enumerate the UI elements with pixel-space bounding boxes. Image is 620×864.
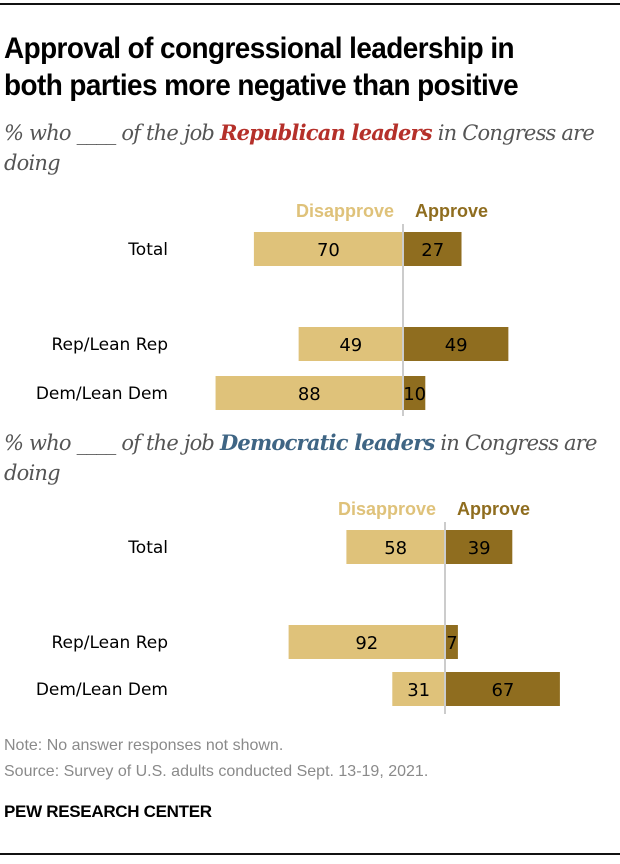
subtitle-after: in Congress are doing xyxy=(4,121,595,175)
bar-approve xyxy=(446,672,560,706)
footer-source: Source: Survey of U.S. adults conducted … xyxy=(4,763,429,780)
chart-democratic-leaders: Disapprove Approve Total 58 39 Rep/Lean Rep 92… xyxy=(0,488,620,718)
data-label-approve: 7 xyxy=(446,633,457,654)
category-label: Rep/Lean Rep xyxy=(51,335,168,355)
bar-disapprove xyxy=(215,376,403,410)
bar-approve xyxy=(404,327,509,361)
chart-title: Approval of congressional leadership in … xyxy=(4,32,519,102)
subtitle-after: in Congress are doing xyxy=(4,431,597,485)
chart-republican-leaders: Disapprove Approve Total 70 27 Rep/Lean Rep 49… xyxy=(0,190,620,420)
category-label: Total xyxy=(127,240,168,260)
data-label-approve: 39 xyxy=(468,538,491,559)
bar-approve xyxy=(446,625,458,659)
data-label-disapprove: 49 xyxy=(339,335,362,356)
data-label-approve: 10 xyxy=(403,384,426,405)
bar-disapprove xyxy=(298,327,403,361)
bottom-rule xyxy=(0,853,620,855)
category-label: Rep/Lean Rep xyxy=(51,633,168,653)
subtitle-republican: % who ____ of the job Republican leaders… xyxy=(4,118,616,178)
data-label-disapprove: 88 xyxy=(298,384,321,405)
subtitle-highlight-democratic: Democratic leaders xyxy=(219,430,435,455)
data-label-approve: 27 xyxy=(421,240,444,261)
category-label: Dem/Lean Dem xyxy=(36,384,168,404)
subtitle-democratic: % who ____ of the job Democratic leaders… xyxy=(4,428,616,488)
bar-approve xyxy=(446,530,513,564)
category-label: Total xyxy=(127,538,168,558)
subtitle-before: % who ____ of the job xyxy=(4,431,220,455)
bar-disapprove xyxy=(253,232,403,266)
bar-approve xyxy=(404,376,426,410)
footer-note: Note: No answer responses not shown. xyxy=(4,737,284,754)
legend-disapprove: Disapprove xyxy=(338,499,436,519)
data-label-disapprove: 58 xyxy=(384,538,407,559)
subtitle-highlight-republican: Republican leaders xyxy=(219,120,433,145)
legend-approve: Approve xyxy=(457,499,530,519)
data-label-disapprove: 70 xyxy=(317,240,340,261)
top-rule xyxy=(0,3,620,5)
data-label-disapprove: 92 xyxy=(355,633,378,654)
chart-svg-republican: Disapprove Approve Total 70 27 Rep/Lean Rep 49… xyxy=(36,201,509,416)
bar-disapprove xyxy=(392,672,445,706)
brand-label: PEW RESEARCH CENTER xyxy=(4,802,212,821)
legend-approve: Approve xyxy=(415,201,488,221)
data-label-approve: 67 xyxy=(491,680,514,701)
bar-disapprove xyxy=(288,625,445,659)
bar-disapprove xyxy=(346,530,445,564)
category-label: Dem/Lean Dem xyxy=(36,680,168,700)
bar-approve xyxy=(404,232,462,266)
data-label-disapprove: 31 xyxy=(407,680,430,701)
subtitle-before: % who ____ of the job xyxy=(4,121,220,145)
legend-disapprove: Disapprove xyxy=(296,201,394,221)
chart-svg-democratic: Disapprove Approve Total 58 39 Rep/Lean Rep 92… xyxy=(36,499,560,714)
data-label-approve: 49 xyxy=(445,335,468,356)
